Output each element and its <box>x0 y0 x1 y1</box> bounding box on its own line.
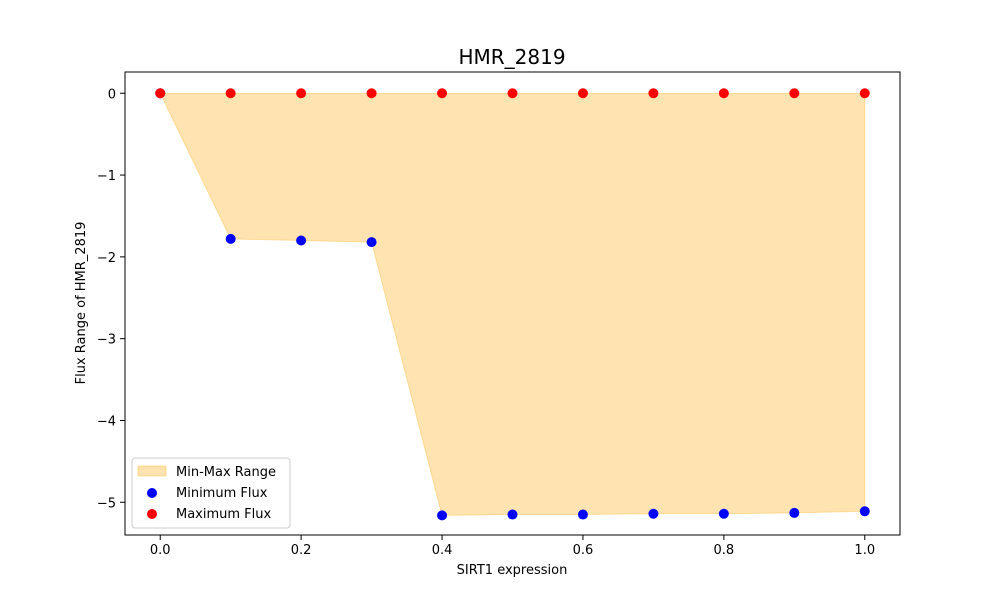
maximum-flux-point <box>718 88 729 99</box>
legend-label-min-max-range: Min-Max Range <box>176 465 276 480</box>
y-tick-label: −2 <box>97 251 116 266</box>
chart-title: HMR_2819 <box>458 45 565 69</box>
maximum-flux-point <box>789 88 800 99</box>
minimum-flux-point <box>366 237 377 248</box>
maximum-flux-point <box>225 88 236 99</box>
minimum-flux-point <box>437 510 448 521</box>
minimum-flux-point <box>859 506 870 517</box>
y-tick-label: −5 <box>97 496 116 511</box>
maximum-flux-point <box>859 88 870 99</box>
x-tick-label: 0.8 <box>714 543 735 558</box>
x-tick-label: 0.6 <box>573 543 594 558</box>
x-axis-label: SIRT1 expression <box>457 563 568 578</box>
maximum-flux-point <box>296 88 307 99</box>
plot-area <box>124 71 901 536</box>
y-axis: 0 −1 −2 −3 −4 −5 <box>97 87 125 511</box>
legend: Min-Max Range Minimum Flux Maximum Flux <box>131 457 291 529</box>
legend-marker-maximum-flux <box>147 509 157 519</box>
legend-label-minimum-flux: Minimum Flux <box>176 486 268 501</box>
minimum-flux-point <box>648 508 659 519</box>
maximum-flux-point <box>577 88 588 99</box>
minimum-flux-point <box>507 509 518 520</box>
x-axis: 0.0 0.2 0.4 0.6 0.8 1.0 <box>150 535 875 558</box>
legend-frame <box>131 457 291 529</box>
x-tick-label: 0.2 <box>291 543 312 558</box>
x-tick-label: 0.0 <box>150 543 171 558</box>
points-layer <box>155 88 870 521</box>
minimum-flux-point <box>718 508 729 519</box>
minimum-flux-point <box>225 233 236 244</box>
minimum-flux-point <box>577 509 588 520</box>
maximum-flux-point <box>648 88 659 99</box>
minimum-flux-point <box>296 235 307 246</box>
min-max-range-area <box>159 92 866 516</box>
legend-marker-minimum-flux <box>147 488 157 498</box>
maximum-flux-point <box>507 88 518 99</box>
axes-frame <box>124 71 901 536</box>
y-axis-label: Flux Range of HMR_2819 <box>74 222 89 385</box>
y-tick-label: 0 <box>108 87 116 102</box>
maximum-flux-point <box>437 88 448 99</box>
fill-layer <box>159 92 866 516</box>
y-tick-label: −1 <box>97 169 116 184</box>
legend-label-maximum-flux: Maximum Flux <box>176 507 272 522</box>
x-tick-label: 0.4 <box>432 543 453 558</box>
legend-swatch-min-max-range <box>137 465 167 477</box>
maximum-flux-point <box>155 88 166 99</box>
maximum-flux-point <box>366 88 377 99</box>
minimum-flux-point <box>789 507 800 518</box>
x-tick-label: 1.0 <box>854 543 875 558</box>
y-tick-label: −3 <box>97 333 116 348</box>
y-tick-label: −4 <box>97 414 116 429</box>
